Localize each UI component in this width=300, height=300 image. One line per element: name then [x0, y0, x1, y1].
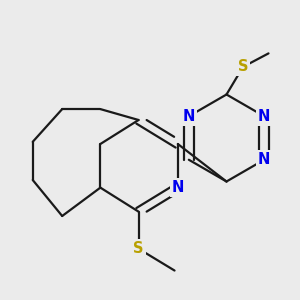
- Text: N: N: [183, 109, 195, 124]
- Text: S: S: [238, 59, 248, 74]
- Text: N: N: [258, 109, 270, 124]
- Text: N: N: [258, 152, 270, 167]
- Text: N: N: [172, 180, 184, 195]
- Text: S: S: [133, 241, 144, 256]
